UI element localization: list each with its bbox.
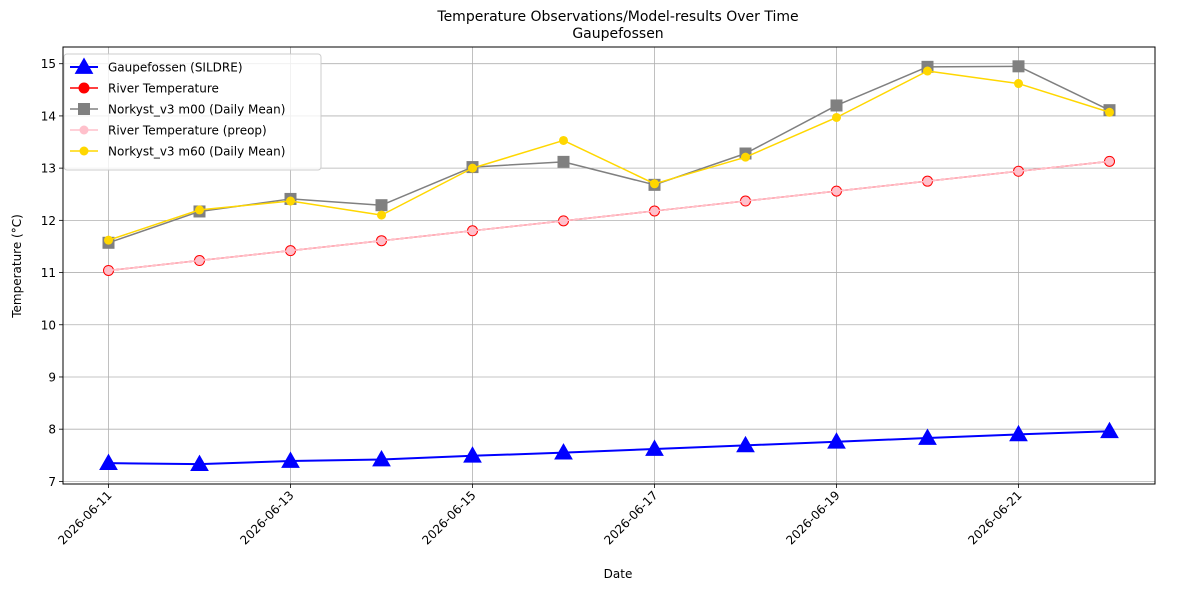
legend-marker [74,57,94,74]
series-point [1012,60,1025,73]
series-point [104,265,113,275]
series-point [286,196,295,206]
series-point [832,186,841,196]
series-point [832,112,841,122]
legend-entry: Gaupefossen (SILDRE) [70,57,243,75]
chart-subtitle: Gaupefossen [572,26,663,42]
series-line [108,160,1110,272]
series-point [1009,424,1028,442]
series-point [554,443,573,460]
y-tick-label: 8 [48,423,56,437]
legend-marker [79,125,89,135]
series-line [108,65,1110,244]
series-point [104,235,113,245]
series-point [827,432,846,449]
series-point [650,179,659,189]
series-point [918,428,937,445]
series-line [108,430,1110,466]
legend-label: Gaupefossen (SILDRE) [108,61,243,75]
y-tick-label: 7 [48,475,56,489]
series-point [377,210,386,220]
legend-marker [79,146,89,156]
legend-marker [78,82,90,94]
y-axis-label: Temperature (°C) [10,214,24,319]
series-3 [104,156,1114,275]
y-tick-label: 12 [41,214,56,228]
legend: Gaupefossen (SILDRE) River Temperature Nor… [63,53,322,171]
legend-entry: Norkyst_v3 m60 (Daily Mean) [70,145,285,159]
plot-series [99,60,1119,472]
series-0 [99,421,1119,472]
series-point [195,205,204,215]
series-point [281,451,300,468]
legend-marker [78,103,90,115]
series-point [190,454,209,472]
series-point [1100,421,1119,439]
series-point [1105,107,1114,117]
plot-frame [62,46,1156,485]
series-point [1105,156,1114,166]
series-line [108,70,1110,241]
legend-entry: Norkyst_v3 m00 (Daily Mean) [70,103,285,117]
series-point [99,453,118,470]
series-point [650,206,659,216]
series-point [286,246,295,256]
series-point [195,256,204,266]
legend-entry: River Temperature [70,82,219,96]
series-point [559,135,568,145]
series-point [830,99,843,112]
series-point [557,155,570,168]
series-point [375,199,388,212]
series-point [559,216,568,226]
y-tick-label: 9 [48,370,56,384]
series-point [468,226,477,236]
series-point [377,236,386,246]
chart-title: Temperature Observations/Model-results O… [436,9,798,25]
legend-entry: River Temperature (preop) [70,124,267,138]
legend-label: River Temperature [108,82,219,96]
series-point [923,176,932,186]
series-point [923,66,932,76]
series-point [736,435,755,453]
series-point [741,152,750,162]
series-point [463,446,482,463]
legend-label: Norkyst_v3 m60 (Daily Mean) [108,145,285,159]
y-tick-label: 10 [41,318,56,332]
x-axis-label: Date [604,567,633,581]
legend-label: River Temperature (preop) [108,124,267,138]
series-point [1014,166,1023,176]
y-tick-label: 13 [41,162,56,176]
y-tick-label: 15 [41,57,56,71]
y-tick-label: 14 [41,109,56,123]
series-point [468,163,477,173]
series-point [741,196,750,206]
series-point [372,449,391,467]
series-point [645,439,664,456]
series-4 [104,66,1114,245]
legend-box [63,53,322,171]
series-point [1014,79,1023,89]
legend-label: Norkyst_v3 m00 (Daily Mean) [108,103,285,117]
y-tick-label: 11 [41,266,56,280]
